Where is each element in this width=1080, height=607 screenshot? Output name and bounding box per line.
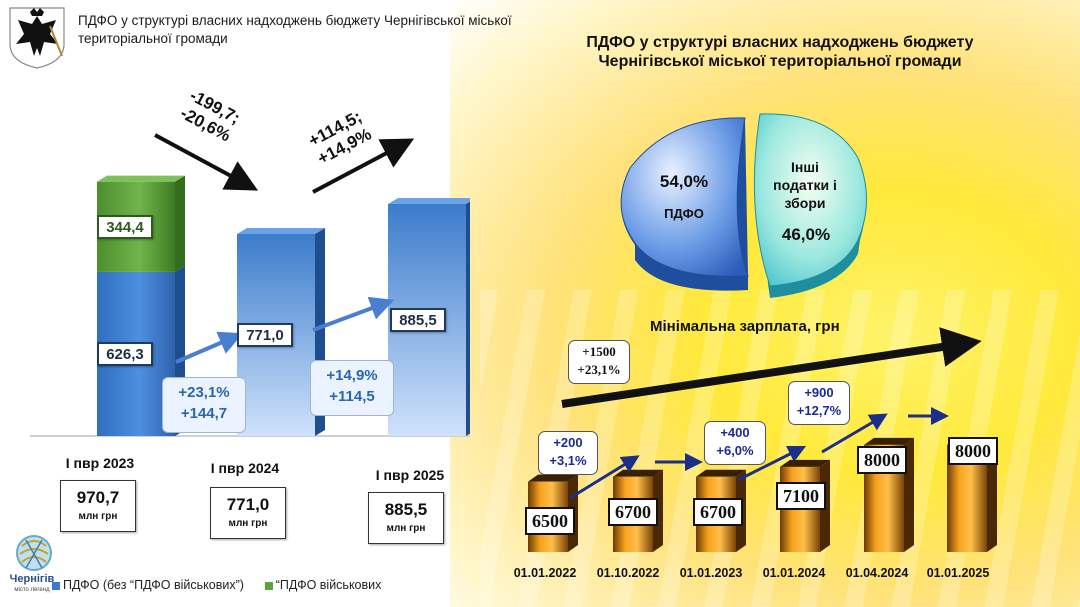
page-title: ПДФО у структурі власних надходжень бюдж…	[78, 13, 512, 46]
wage-bar-top-2	[696, 469, 746, 477]
wage-callout-2-pct: +6,0%	[716, 443, 754, 458]
decrease-arrow	[154, 133, 259, 191]
total-2023-value: 970,7	[76, 488, 120, 507]
city-logo-icon	[16, 535, 52, 571]
growth-callout-2025: +14,9% +114,5	[310, 360, 394, 416]
pie-label-other-pct: 46,0%	[781, 225, 831, 244]
wage-label-1: 6500	[525, 507, 575, 535]
wage-callout-2: +400 +6,0%	[704, 421, 766, 465]
wage-overall-callout: +1500 +23,1%	[568, 340, 630, 384]
min-wage-title: Мінімальна зарплата, грн	[650, 318, 840, 335]
wage-arrow-3	[737, 445, 807, 482]
bar-label-military-2023: 344,4	[97, 215, 153, 239]
pie-slice-pdfo	[620, 117, 749, 277]
legend-pdfo-military: “ПДФО військових	[275, 578, 382, 592]
category-2025: І пвр 2025	[375, 467, 445, 483]
wage-bar-side-1	[653, 469, 663, 552]
wage-callout-1: +200 +3,1%	[538, 431, 598, 475]
wage-callout-3: +900 +12,7%	[788, 381, 850, 425]
total-box-2024: 771,0 млн грн	[210, 487, 286, 539]
wage-label-4: 7100	[776, 482, 826, 510]
growth-arrow-2	[312, 296, 395, 332]
growth-2024-pct: +23,1%	[178, 384, 230, 401]
wage-bar-top-4	[864, 437, 914, 445]
city-logo-text: Чернігів місто легенд	[4, 574, 60, 596]
logo-name: Чернігів	[9, 573, 55, 585]
wage-date-1: 01.01.2022	[513, 566, 577, 580]
wage-label-2: 6700	[608, 498, 658, 526]
growth-arrow-1	[175, 331, 244, 364]
chart-legend: ПДФО (без “ПДФО військових”) “ПДФО війсь…	[52, 578, 381, 592]
growth-callout-2024: +23,1% +144,7	[162, 377, 246, 433]
total-2025-unit: млн грн	[386, 523, 426, 534]
legend-swatch-blue	[52, 581, 60, 590]
wage-callout-3-pct: +12,7%	[796, 403, 842, 418]
bar-top-1	[237, 227, 325, 234]
wage-callout-1-pct: +3,1%	[549, 453, 587, 468]
bar-label-2023: 626,3	[97, 342, 153, 366]
wage-label-3: 6700	[693, 498, 743, 526]
bar-label-2025: 885,5	[390, 308, 446, 332]
growth-2025-pct: +14,9%	[326, 367, 378, 384]
wage-date-6: 01.01.2025	[926, 566, 990, 580]
pie-chart	[620, 113, 867, 299]
growth-2024-abs: +144,7	[180, 405, 228, 422]
total-2025-value: 885,5	[384, 500, 428, 519]
wage-arrow-1	[569, 455, 640, 500]
pie-chart-title: ПДФО у структурі власних надходжень бюдж…	[586, 34, 974, 70]
growth-2025-abs: +114,5	[329, 388, 375, 405]
bar-label-2024: 771,0	[237, 323, 293, 347]
wage-overall-pct: +23,1%	[577, 362, 621, 377]
wage-overall-abs: +1500	[582, 344, 616, 359]
bar-military-side-0	[175, 175, 185, 272]
total-2024-unit: млн грн	[228, 518, 268, 529]
total-2024-value: 771,0	[226, 495, 270, 514]
wage-callout-3-abs: +900	[804, 385, 834, 400]
total-2023-unit: млн грн	[78, 511, 118, 522]
wage-overall-arrow	[561, 327, 982, 408]
pie-label-other: Інші податки і збори	[773, 159, 837, 211]
bar-top-0	[97, 175, 185, 182]
legend-pdfo: ПДФО (без “ПДФО військових”)	[63, 578, 244, 592]
category-2024: І пвр 2024	[210, 460, 280, 476]
wage-date-4: 01.01.2024	[762, 566, 826, 580]
coat-of-arms-eagle-icon	[9, 7, 65, 69]
total-box-2023: 970,7 млн грн	[60, 480, 136, 532]
category-2023: І пвр 2023	[65, 455, 135, 471]
bar-side-2	[466, 201, 470, 436]
wage-date-3: 01.01.2023	[679, 566, 743, 580]
wage-callout-1-abs: +200	[553, 435, 583, 450]
pie-label-pdfo-pct: 54,0%	[659, 172, 709, 191]
wage-callout-2-abs: +400	[720, 425, 750, 440]
increase-arrow	[312, 138, 415, 194]
wage-bar-top-0	[528, 474, 578, 482]
legend-swatch-green	[264, 581, 273, 590]
wage-date-2: 01.10.2022	[596, 566, 660, 580]
pie-slice-other	[753, 113, 867, 287]
wage-label-5: 8000	[857, 446, 907, 474]
wage-label-6: 8000	[948, 437, 998, 465]
total-box-2025: 885,5 млн грн	[368, 492, 444, 544]
wage-date-5: 01.04.2024	[845, 566, 909, 580]
bar-top-2	[388, 197, 470, 204]
wage-arrow-4	[821, 413, 888, 454]
logo-tagline: місто легенд	[14, 587, 50, 593]
wage-bar-side-5	[987, 437, 997, 552]
pie-label-pdfo: ПДФО	[664, 206, 704, 221]
